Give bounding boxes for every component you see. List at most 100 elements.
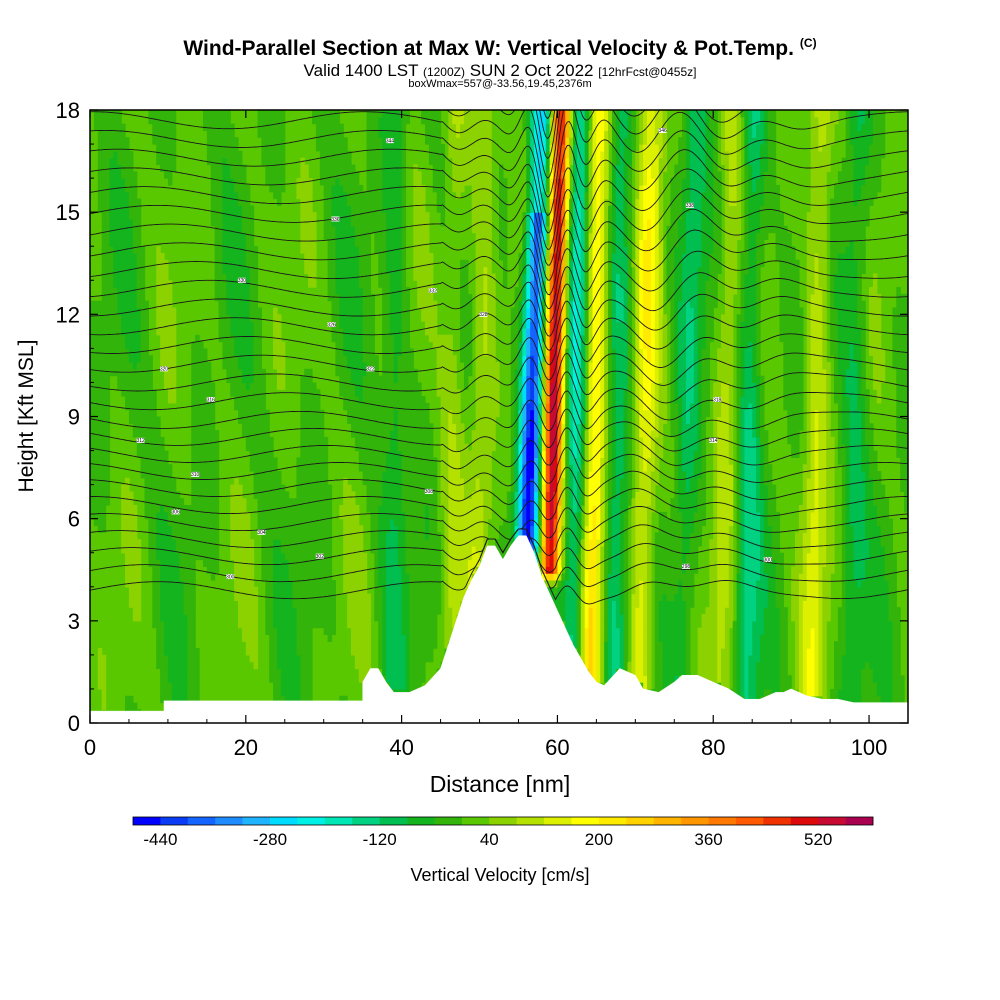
field-cell <box>125 477 130 486</box>
field-cell <box>537 552 543 561</box>
field-cell <box>144 484 177 493</box>
field-cell <box>265 620 274 629</box>
field-cell <box>483 525 488 533</box>
field-cell <box>386 675 407 683</box>
field-cell <box>109 198 130 206</box>
field-cell <box>444 607 453 615</box>
field-cell <box>382 314 391 322</box>
field-cell <box>370 539 379 547</box>
field-cell <box>744 430 753 438</box>
field-cell <box>354 436 391 445</box>
field-cell <box>647 566 652 574</box>
field-cell <box>436 198 446 206</box>
field-cell <box>592 511 597 520</box>
field-cell <box>861 668 874 676</box>
field-cell <box>724 293 734 302</box>
field-cell <box>752 627 765 636</box>
field-cell <box>580 450 586 458</box>
field-cell <box>576 355 582 363</box>
field-cell <box>518 362 523 370</box>
field-cell <box>241 212 255 220</box>
field-cell <box>534 273 539 281</box>
field-cell <box>343 539 364 547</box>
field-cell <box>167 668 188 676</box>
field-cell <box>756 239 765 247</box>
field-cell <box>795 620 800 629</box>
field-cell <box>658 314 664 322</box>
field-cell <box>806 498 816 506</box>
field-cell <box>553 253 562 261</box>
field-cell <box>697 300 707 309</box>
field-cell <box>561 382 566 390</box>
field-cell <box>869 539 882 547</box>
field-cell <box>654 307 660 315</box>
field-cell <box>740 293 745 302</box>
field-cell <box>584 436 590 445</box>
field-cell <box>460 266 469 275</box>
field-cell <box>608 287 613 295</box>
field-cell <box>230 552 255 561</box>
field-cell <box>654 675 664 683</box>
field-cell <box>693 334 699 343</box>
field-cell <box>693 355 699 363</box>
field-cell <box>639 225 644 234</box>
field-cell <box>896 423 908 431</box>
field-cell <box>241 368 255 377</box>
field-cell <box>639 293 644 302</box>
field-cell <box>343 484 352 493</box>
field-cell <box>580 396 586 404</box>
field-cell <box>763 470 773 479</box>
field-cell <box>90 396 111 404</box>
field-cell <box>545 382 551 390</box>
field-cell <box>647 232 652 241</box>
field-cell <box>518 511 523 520</box>
field-cell <box>378 661 383 670</box>
field-cell <box>721 682 730 690</box>
field-cell <box>682 552 687 561</box>
field-cell <box>534 484 539 493</box>
field-cell <box>647 607 652 615</box>
field-cell <box>553 293 559 302</box>
field-cell <box>670 505 679 513</box>
field-cell <box>296 470 329 479</box>
field-cell <box>689 198 703 206</box>
field-cell <box>160 334 177 343</box>
field-cell <box>522 273 527 281</box>
field-cell <box>537 327 543 336</box>
field-cell <box>358 464 387 472</box>
field-cell <box>273 600 294 608</box>
field-cell <box>366 362 379 370</box>
field-cell <box>736 198 742 206</box>
field-cell <box>557 273 562 281</box>
field-cell <box>296 641 313 649</box>
field-cell <box>537 464 543 472</box>
field-cell <box>752 368 757 377</box>
field-cell <box>685 368 695 377</box>
field-cell <box>386 593 403 601</box>
field-cell <box>635 539 648 547</box>
field-cell <box>724 212 742 220</box>
field-cell <box>475 321 485 329</box>
field-cell <box>693 450 703 458</box>
field-cell <box>238 362 255 370</box>
field-cell <box>545 552 551 561</box>
field-cell <box>623 579 629 588</box>
field-cell <box>744 218 749 227</box>
field-cell <box>869 457 878 465</box>
field-cell <box>241 430 270 438</box>
field-cell <box>580 634 586 642</box>
field-cell <box>627 225 633 234</box>
field-cell <box>701 232 714 241</box>
field-cell <box>128 355 142 363</box>
field-cell <box>615 314 625 322</box>
field-cell <box>904 505 908 513</box>
field-cell <box>744 552 761 561</box>
field-cell <box>798 614 804 622</box>
field-cell <box>401 273 407 281</box>
field-cell <box>389 307 403 315</box>
field-cell <box>230 389 266 397</box>
field-cell <box>740 593 745 601</box>
field-cell <box>522 518 527 527</box>
field-cell <box>561 191 566 200</box>
field-cell <box>806 648 816 656</box>
